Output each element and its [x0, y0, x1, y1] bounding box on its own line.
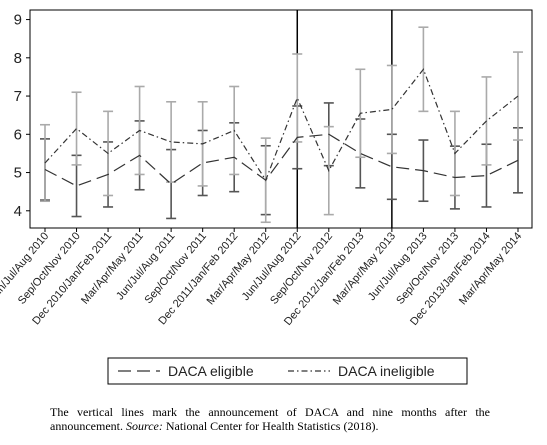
caption-source: National Center for Health Statistics (2…	[162, 419, 379, 433]
legend-box	[107, 357, 468, 385]
caption-source-label: Source:	[125, 419, 163, 433]
plot-frame	[29, 9, 533, 229]
error-bar	[386, 64, 397, 155]
y-tick-label: 6	[14, 126, 22, 143]
y-tick-label: 7	[14, 88, 22, 105]
x-tick-label: Jun/Jul/Aug 2012	[240, 230, 304, 303]
caption-text: The vertical lines mark the announcement…	[50, 405, 490, 433]
series-line	[44, 68, 519, 182]
x-tick-label: Mar/Apr/May 2014	[457, 230, 524, 307]
legend-label: DACA eligible	[168, 363, 254, 379]
y-tick-label: 4	[14, 203, 22, 220]
series-line	[44, 133, 519, 187]
x-tick-label: Jun/Jul/Aug 2013	[366, 230, 430, 303]
y-tick-label: 9	[14, 12, 22, 29]
legend-label: DACA ineligible	[338, 363, 435, 379]
caption: The vertical lines mark the announcement…	[50, 405, 490, 433]
y-tick-label: 5	[14, 165, 22, 182]
y-tick-label: 8	[14, 50, 22, 67]
x-tick-label: Jun/Jul/Aug 2011	[114, 230, 177, 302]
error-bar	[292, 53, 303, 143]
error-bar	[71, 91, 82, 166]
